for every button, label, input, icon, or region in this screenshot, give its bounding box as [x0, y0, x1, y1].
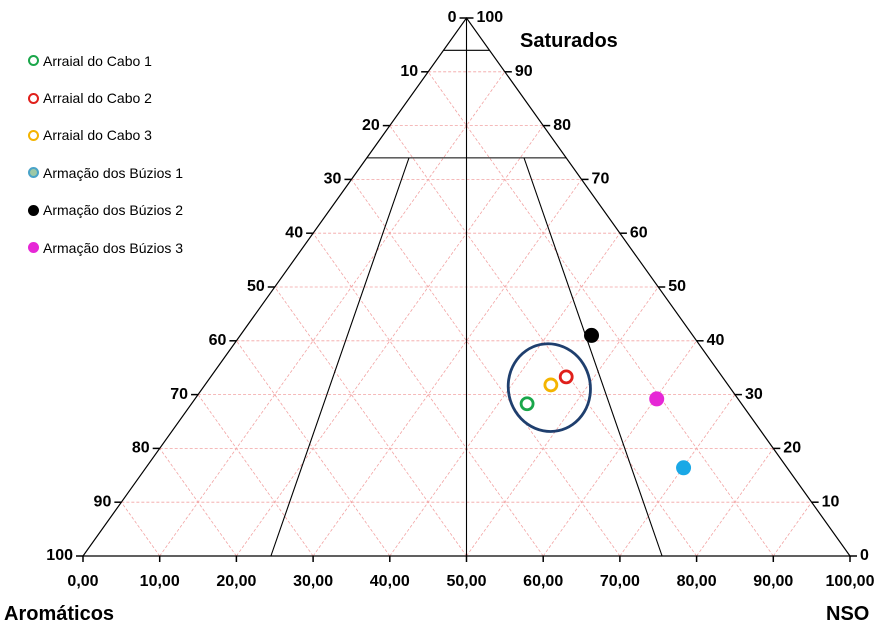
tick-label-bottom: 90,00	[753, 573, 793, 590]
grid-line	[772, 501, 812, 557]
tick-label-right: 70	[592, 171, 610, 188]
tick-label-left: 40	[285, 224, 303, 241]
grid-line	[619, 394, 736, 557]
tick-label-right: 50	[668, 278, 686, 295]
legend-label: Armação dos Búzios 2	[43, 202, 184, 219]
grid-line	[274, 286, 467, 557]
tick-label-bottom: 0,00	[67, 573, 98, 590]
legend-item: Armação dos Búzios 2	[28, 192, 183, 229]
tick-label-bottom: 30,00	[293, 573, 333, 590]
legend-label: Arraial do Cabo 2	[43, 90, 152, 107]
legend-marker	[28, 204, 39, 216]
tick-label-right: 10	[822, 493, 840, 510]
grid-line	[312, 232, 544, 557]
tick-label-bottom: 20,00	[216, 573, 256, 590]
grid-line	[159, 71, 506, 557]
grid-line	[389, 125, 697, 557]
boundary-line	[270, 157, 410, 557]
grid-line	[121, 501, 161, 557]
legend-item: Arraial do Cabo 2	[28, 79, 183, 116]
axis-ticks: 0102030405060708090100100908070605040302…	[46, 9, 874, 590]
data-point-2	[558, 369, 574, 385]
tick-label-bottom: 70,00	[600, 573, 640, 590]
legend-label: Armação dos Búzios 3	[43, 239, 184, 256]
tick-label-bottom: 50,00	[446, 573, 486, 590]
axis-title-aromaticos: Aromáticos	[4, 603, 114, 625]
cluster-ellipse	[506, 342, 592, 433]
tick-label-right: 80	[553, 117, 571, 134]
tick-label-left: 20	[362, 117, 380, 134]
data-point-1	[519, 396, 535, 412]
legend: Arraial do Cabo 1 Arraial do Cabo 2 Arraia…	[28, 42, 183, 266]
tick-label-left: 60	[209, 332, 227, 349]
legend-marker	[28, 129, 39, 141]
grid-line	[466, 286, 659, 557]
tick-label-bottom: 40,00	[370, 573, 410, 590]
data-point-6	[649, 391, 665, 407]
grid-line	[159, 448, 237, 557]
tick-label-left: 80	[132, 440, 150, 457]
legend-marker	[28, 55, 39, 67]
legend-marker	[28, 92, 39, 104]
data-point-4	[676, 460, 692, 476]
tick-label-right: 90	[515, 63, 533, 80]
boundary-lines	[270, 18, 663, 557]
grid-lines	[121, 71, 812, 557]
grid-line	[427, 71, 774, 557]
tick-label-left: 70	[170, 386, 188, 403]
legend-marker	[28, 167, 39, 179]
tick-label-right: 30	[745, 386, 763, 403]
tick-label-left: 10	[400, 63, 418, 80]
tick-label-left: 50	[247, 278, 265, 295]
data-point-3	[543, 377, 559, 393]
tick-label-right: 60	[630, 224, 648, 241]
tick-label-right: 0	[860, 547, 869, 564]
axis-title-saturados: Saturados	[520, 30, 618, 52]
tick-label-bottom: 80,00	[677, 573, 717, 590]
tick-label-bottom: 10,00	[140, 573, 180, 590]
axis-title-nso: NSO	[826, 603, 869, 625]
legend-item: Armação dos Búzios 1	[28, 154, 183, 191]
grid-line	[236, 125, 544, 557]
tick-label-bottom: 60,00	[523, 573, 563, 590]
legend-label: Armação dos Búzios 1	[43, 164, 184, 181]
tick-label-left: 90	[94, 493, 112, 510]
grid-line	[351, 179, 621, 557]
legend-label: Arraial do Cabo 1	[43, 52, 152, 69]
legend-item: Arraial do Cabo 1	[28, 42, 183, 79]
grid-line	[197, 394, 314, 557]
tick-label-right: 100	[477, 9, 504, 26]
legend-item: Arraial do Cabo 3	[28, 117, 183, 154]
tick-label-bottom: 100,00	[826, 573, 875, 590]
data-point-5	[584, 327, 600, 343]
tick-label-left: 100	[46, 547, 73, 564]
tick-label-right: 40	[707, 332, 725, 349]
grid-line	[312, 179, 582, 557]
legend-item: Armação dos Búzios 3	[28, 229, 183, 266]
tick-label-left: 30	[324, 171, 342, 188]
data-points	[519, 327, 692, 476]
legend-label: Arraial do Cabo 3	[43, 127, 152, 144]
grid-line	[236, 340, 391, 557]
tick-label-left: 0	[448, 9, 457, 26]
boundary-line	[523, 157, 663, 557]
legend-marker	[28, 242, 39, 254]
tick-label-right: 20	[783, 440, 801, 457]
